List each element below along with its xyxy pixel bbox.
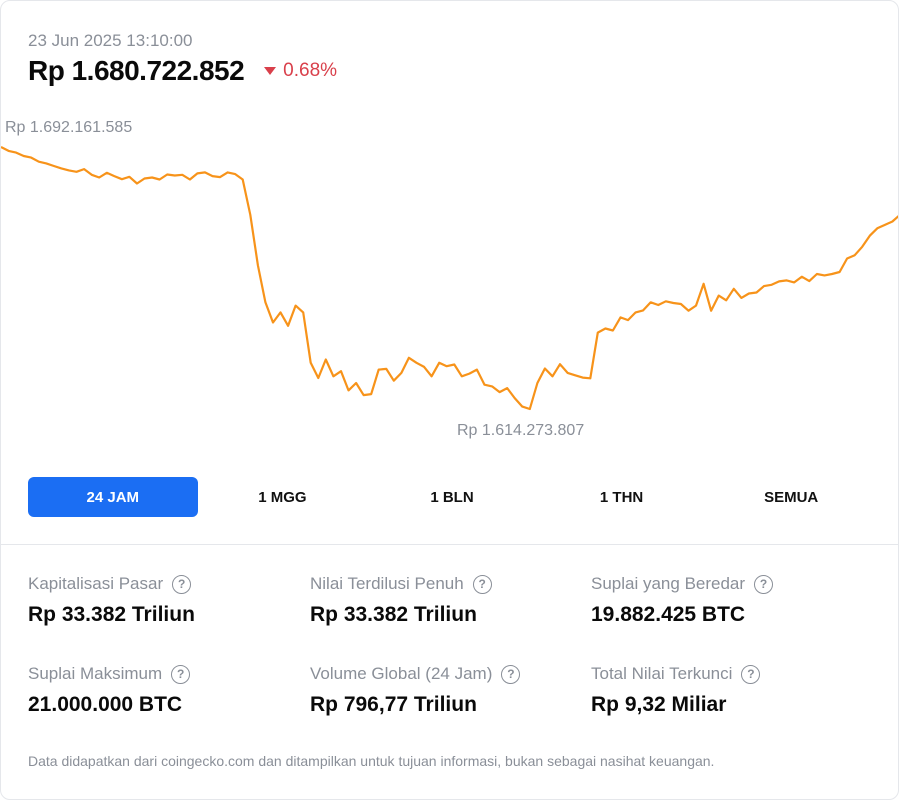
stat-value: 21.000.000 BTC bbox=[28, 693, 183, 716]
price-chart[interactable] bbox=[1, 111, 898, 451]
stat-value: Rp 9,32 Miliar bbox=[591, 693, 727, 716]
stat-label: Total Nilai Terkunci bbox=[591, 664, 733, 683]
stat-value: Rp 796,77 Triliun bbox=[310, 693, 477, 716]
stat-tvl: Total Nilai Terkunci? Rp 9,32 Miliar bbox=[591, 664, 761, 717]
help-icon[interactable]: ? bbox=[472, 574, 492, 594]
price-change-value: 0.68% bbox=[283, 60, 338, 81]
header: 23 Jun 2025 13:10:00 bbox=[28, 31, 192, 51]
timeframe-tabs: 24 JAM 1 MGG 1 BLN 1 THN SEMUA bbox=[28, 477, 876, 517]
stat-label: Volume Global (24 Jam) bbox=[310, 664, 493, 683]
stat-global-volume: Volume Global (24 Jam)? Rp 796,77 Triliu… bbox=[310, 664, 521, 717]
help-icon[interactable]: ? bbox=[754, 574, 774, 594]
stat-value: 19.882.425 BTC bbox=[591, 603, 746, 626]
disclaimer: Data didapatkan dari coingecko.com dan d… bbox=[28, 753, 715, 769]
stat-max-supply: Suplai Maksimum? 21.000.000 BTC bbox=[28, 664, 191, 717]
tab-1-mgg[interactable]: 1 MGG bbox=[258, 488, 307, 506]
stat-label: Kapitalisasi Pasar bbox=[28, 574, 164, 593]
price-row: Rp 1.680.722.852 0.68% bbox=[28, 55, 337, 87]
stat-value: Rp 33.382 Triliun bbox=[28, 603, 195, 626]
price-datetime: 23 Jun 2025 13:10:00 bbox=[28, 31, 193, 50]
chart-low-label: Rp 1.614.273.807 bbox=[457, 422, 585, 439]
tab-24-jam[interactable]: 24 JAM bbox=[28, 477, 198, 517]
tab-semua[interactable]: SEMUA bbox=[764, 488, 819, 506]
help-icon[interactable]: ? bbox=[741, 664, 761, 684]
help-icon[interactable]: ? bbox=[172, 574, 192, 594]
stat-label: Nilai Terdilusi Penuh bbox=[310, 574, 464, 593]
stat-value: Rp 33.382 Triliun bbox=[310, 603, 477, 626]
help-icon[interactable]: ? bbox=[501, 664, 521, 684]
help-icon[interactable]: ? bbox=[171, 664, 191, 684]
price-line bbox=[1, 146, 898, 411]
caret-down-icon bbox=[264, 67, 277, 75]
price-change: 0.68% bbox=[264, 60, 337, 82]
stat-circulating-supply: Suplai yang Beredar? 19.882.425 BTC bbox=[591, 574, 774, 627]
stat-label: Suplai yang Beredar bbox=[591, 574, 746, 593]
tab-1-bln[interactable]: 1 BLN bbox=[430, 488, 474, 506]
tab-1-thn[interactable]: 1 THN bbox=[599, 488, 644, 506]
price-chart-svg bbox=[1, 146, 898, 411]
stat-fdv: Nilai Terdilusi Penuh? Rp 33.382 Triliun bbox=[310, 574, 492, 627]
current-price: Rp 1.680.722.852 bbox=[28, 55, 245, 86]
stat-market-cap: Kapitalisasi Pasar? Rp 33.382 Triliun bbox=[28, 574, 195, 627]
stat-label: Suplai Maksimum bbox=[28, 664, 163, 683]
divider bbox=[1, 544, 898, 545]
chart-high-label: Rp 1.692.161.585 bbox=[5, 119, 133, 136]
